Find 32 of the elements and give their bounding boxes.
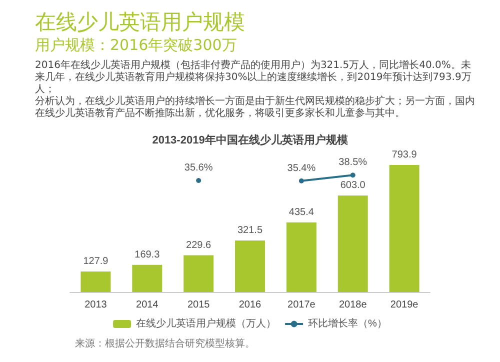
x-tick-label: 2019e bbox=[390, 300, 419, 310]
x-tick-label: 2018e bbox=[338, 300, 368, 310]
x-tick-label: 2016 bbox=[238, 300, 262, 310]
bar bbox=[80, 272, 111, 292]
legend-label: 环比增长率（%） bbox=[308, 318, 387, 330]
data-label: 603.0 bbox=[340, 180, 366, 192]
source-note: 来源：根据公开数据结合研究模型核算。 bbox=[75, 338, 255, 350]
chart-title: 在线少儿英语用户规模 bbox=[35, 9, 245, 36]
bar bbox=[184, 255, 214, 292]
x-tick-label: 2013 bbox=[84, 300, 108, 310]
text: 分析认为，在线少儿英语用户的持续增长一方面是由于新生代网民规模的稳步扩大；另一方面，国内在线少儿英语教育产品不断推陈出新，优化服务，将吸引更多家长和儿童参与其中。 bbox=[35, 96, 475, 120]
bar bbox=[389, 164, 420, 292]
x-tick-label: 2014 bbox=[136, 300, 159, 310]
data-label: 35.4% bbox=[287, 162, 316, 174]
data-label: 435.4 bbox=[288, 206, 314, 218]
bar bbox=[286, 222, 316, 292]
bar bbox=[235, 240, 265, 292]
x-tick-label: 2017e bbox=[288, 300, 316, 310]
data-label: 38.5% bbox=[338, 157, 368, 168]
bar bbox=[338, 196, 368, 292]
text: 2016年在线少儿英语用户规模（包括非付费产品的使用用户）为321.5万人，同比增长40.0%。未来几年，在线少儿英语教育用户规模将保持30%以上的速度继续增长，到2019年预计达到793.9万人； bbox=[35, 60, 472, 96]
bar bbox=[132, 264, 162, 292]
data-label: 229.6 bbox=[186, 240, 212, 251]
data-label: 793.9 bbox=[392, 149, 418, 160]
data-label: 35.6% bbox=[184, 162, 213, 174]
x-tick-label: 2015 bbox=[187, 300, 210, 310]
data-label: 169.3 bbox=[134, 249, 160, 260]
text: 2013-2019年中国在线少儿英语用户规模 bbox=[152, 134, 349, 146]
data-label: 127.9 bbox=[83, 256, 109, 268]
data-label: 321.5 bbox=[237, 225, 263, 236]
legend-label: 在线少儿英语用户规模（万人） bbox=[136, 318, 276, 330]
chart-subtitle: 用户规模：2016年突破300万 bbox=[35, 36, 237, 55]
